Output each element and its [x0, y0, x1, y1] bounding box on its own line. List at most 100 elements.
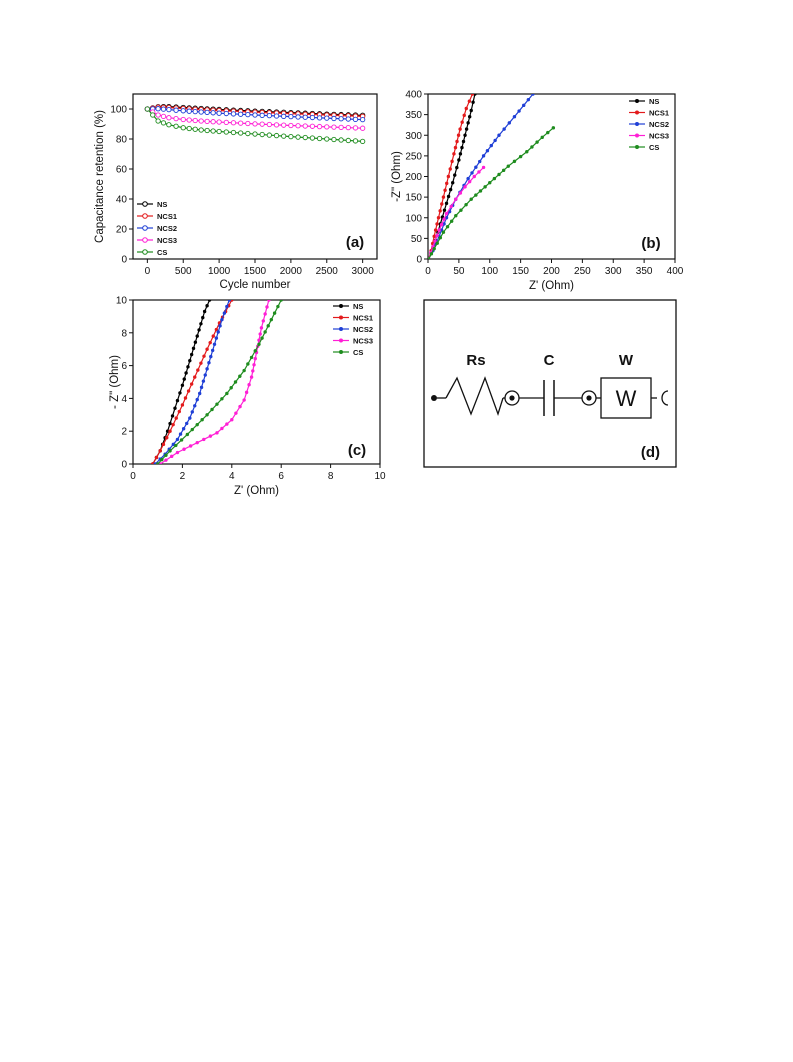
x-tick-label: 100	[481, 266, 498, 277]
data-point	[463, 185, 467, 189]
data-point	[481, 165, 486, 170]
data-point	[331, 136, 337, 143]
data-point	[178, 391, 182, 395]
data-point	[439, 222, 444, 227]
data-point	[207, 300, 212, 302]
data-point	[478, 189, 483, 193]
data-point	[518, 154, 523, 159]
data-point	[195, 334, 199, 338]
data-point	[180, 108, 186, 114]
data-point	[220, 397, 224, 401]
data-point	[259, 131, 265, 138]
data-point	[266, 121, 273, 128]
y-tick-label: 4	[121, 394, 127, 405]
data-point	[449, 219, 454, 223]
series-line-cs	[428, 127, 554, 259]
data-point	[435, 241, 439, 245]
data-point	[154, 455, 159, 460]
legend-label: NCS3	[157, 236, 177, 245]
data-point	[252, 131, 258, 137]
data-point	[506, 164, 510, 168]
series-line-ns	[428, 94, 476, 259]
data-point	[197, 391, 202, 396]
data-point	[192, 117, 198, 124]
data-point	[462, 113, 466, 118]
x-tick-label: 2	[180, 471, 186, 482]
data-point	[295, 114, 301, 120]
data-point	[225, 304, 229, 309]
data-point	[180, 116, 186, 123]
data-point	[352, 125, 359, 131]
data-point	[160, 113, 167, 120]
data-point	[272, 311, 277, 315]
data-point	[281, 133, 287, 139]
data-point	[469, 197, 473, 201]
data-point	[338, 137, 344, 143]
data-point	[198, 127, 204, 133]
panel-label: (d)	[641, 444, 660, 461]
data-point	[444, 211, 449, 216]
data-point	[269, 317, 274, 322]
x-tick-label: 3000	[352, 266, 375, 277]
data-point	[186, 389, 191, 393]
data-point	[225, 391, 229, 396]
data-point	[195, 397, 199, 402]
data-point	[471, 100, 475, 104]
data-point	[288, 133, 294, 140]
legend-label: NS	[353, 302, 363, 311]
data-point	[493, 138, 497, 143]
data-point	[202, 354, 206, 358]
data-point	[266, 113, 273, 119]
data-point	[227, 300, 232, 302]
data-point	[173, 115, 179, 122]
data-point	[199, 385, 204, 390]
data-point	[189, 352, 194, 357]
x-axis-label: Z' (Ohm)	[234, 485, 279, 497]
data-point	[211, 334, 215, 338]
data-point	[512, 114, 517, 119]
data-point	[197, 328, 201, 332]
data-point	[429, 252, 434, 256]
data-point	[205, 347, 209, 351]
data-point	[245, 120, 251, 127]
data-point	[195, 422, 199, 427]
data-point	[263, 330, 267, 334]
data-point	[266, 324, 270, 328]
data-point	[193, 375, 197, 379]
data-point	[173, 406, 177, 410]
data-point	[201, 315, 205, 320]
y-tick-label: 0	[416, 255, 422, 266]
data-point	[168, 449, 172, 453]
series-layer	[144, 103, 366, 145]
data-point	[281, 122, 287, 128]
legend: NS NCS1 NCS2 NCS3 CS	[137, 200, 177, 257]
data-point	[185, 421, 189, 426]
y-tick-label: 0	[121, 460, 127, 471]
legend-marker	[635, 99, 639, 103]
data-point	[345, 116, 351, 122]
x-tick-label: 0	[130, 471, 136, 482]
data-point	[230, 129, 237, 136]
warburg-box-label: W	[616, 386, 637, 411]
data-point	[237, 130, 244, 136]
data-point	[179, 438, 184, 442]
data-point	[180, 403, 185, 407]
data-point	[233, 380, 238, 384]
data-point	[258, 332, 262, 336]
legend: NS NCS1 NCS2 NCS3 CS	[333, 302, 373, 357]
x-tick-label: 6	[278, 471, 284, 482]
y-tick-label: 60	[116, 165, 128, 176]
data-point	[512, 159, 517, 164]
x-tick-label: 400	[667, 266, 684, 277]
data-point	[295, 134, 301, 140]
data-point	[207, 361, 211, 365]
data-point	[273, 122, 280, 128]
data-point	[481, 154, 486, 158]
data-point	[216, 128, 222, 135]
data-point	[458, 127, 462, 131]
data-point	[158, 449, 162, 453]
data-point	[540, 135, 544, 140]
data-point	[173, 123, 179, 129]
data-point	[263, 312, 267, 316]
data-point	[442, 208, 447, 212]
